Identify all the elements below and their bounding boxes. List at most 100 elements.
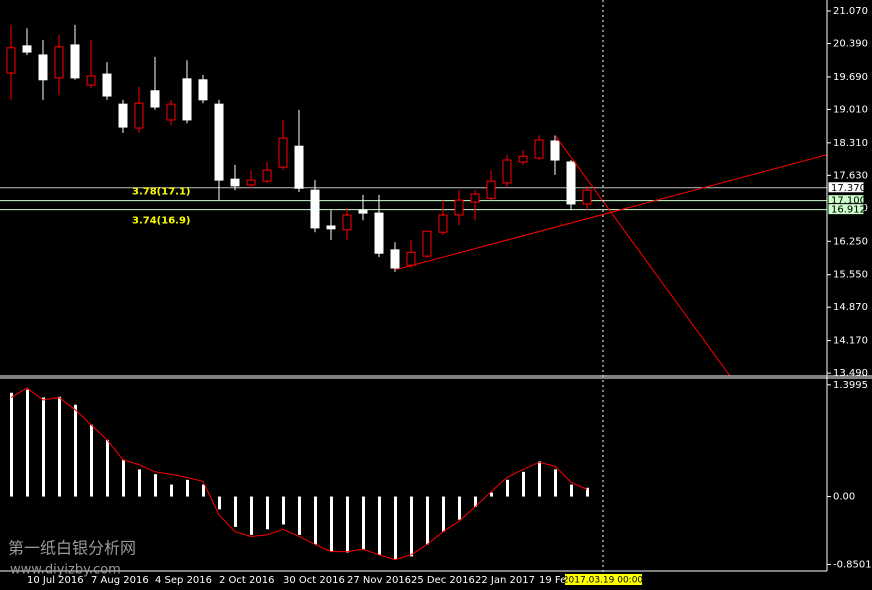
candle-body [422,230,432,257]
y-tick-label: 16.250 [833,236,868,247]
candle-body [230,178,240,187]
watermark-url: www.diyizby.com [10,563,121,578]
y-tick-label: 14.870 [833,302,868,313]
y-tick-label: 0.00 [833,492,855,503]
candle-body [262,169,272,182]
histogram-bar [298,496,301,535]
y-tick-label: 19.010 [833,104,868,115]
candle-body [438,214,448,233]
trendline [394,154,827,271]
candle-body [150,90,160,108]
histogram-bar [10,392,13,497]
histogram-bar [250,496,253,535]
histogram-bar [202,484,205,497]
candle-body [86,75,96,86]
histogram-bar [522,471,525,497]
x-tick-label: 19 Feb [539,575,573,586]
candle-body [22,45,32,53]
price-level-box [827,181,865,194]
candle-body [118,103,128,128]
candle-body [294,145,304,189]
candle-body [166,103,176,121]
candle-body [182,78,192,121]
histogram-bar [426,496,429,545]
trendline [554,134,731,376]
level-note: 3.78(17.1) [132,187,191,198]
y-tick-label: 20.390 [833,38,868,49]
candle-body [518,155,528,163]
histogram-bar [26,389,29,497]
price-level-box [827,203,865,216]
histogram-bar [474,496,477,507]
price-level-label: 17.370 [831,183,866,194]
candle-body [326,225,336,230]
candle-body [390,249,400,269]
axes: 21.070 20.390 19.690 19.010 18.310 17.630 16.9… [0,0,872,572]
x-tick-label: 30 Oct 2016 [283,575,345,586]
x-tick-label: 4 Sep 2016 [155,575,212,586]
candle-body [358,209,368,214]
histogram-bar [282,496,285,525]
histogram-bar [410,496,413,557]
candle-body [534,139,544,159]
candle-body [374,212,384,254]
level-note: 3.74(16.9) [132,216,191,227]
histogram-bar [42,397,45,497]
candle-body [406,251,416,266]
price-level-label: 17.100 [831,196,866,207]
candle-body [310,189,320,229]
histogram-bar [186,479,189,497]
candle-body [486,180,496,199]
price-panel: 3.78(17.1) 3.74(16.9) [0,24,827,376]
cursor-label: 2017.03.19 00:00 [563,576,644,586]
histogram-bar [314,496,317,545]
histogram-bar [490,492,493,497]
y-tick-label: -0.8501 [833,559,872,570]
watermark-title: 第一纸白银分析网 [8,539,136,558]
candle-body [198,79,208,101]
candle-body [38,54,48,81]
histogram-bar [138,469,141,497]
y-tick-label: 1.3995 [833,380,868,391]
cursor-label-box [565,574,642,585]
candle-body [214,103,224,181]
histogram-bar [122,459,125,497]
y-tick-label: 19.690 [833,72,868,83]
x-tick-label: 7 Aug 2016 [91,575,149,586]
histogram-bar [362,496,365,550]
histogram-bar [154,474,157,497]
indicator-panel [10,387,589,561]
y-tick-label: 21.070 [833,6,868,17]
x-tick-label: 22 Jan 2017 [475,575,535,586]
candle-body [102,73,112,97]
x-tick-label: 2 Oct 2016 [219,575,274,586]
candle-body [6,47,16,74]
histogram-bar [234,496,237,527]
histogram-bar [266,496,269,530]
candle-body [278,137,288,168]
candle-body [550,140,560,161]
y-tick-label: 15.550 [833,270,868,281]
candle-body [454,199,464,216]
histogram-bar [538,461,541,497]
x-tick-label: 10 Jul 2016 [27,575,84,586]
histogram-bar [442,496,445,532]
candle-body [70,44,80,79]
histogram-bar [106,439,109,497]
candle-body [54,46,64,79]
signal-line [10,387,588,561]
x-tick-label: 27 Nov 2016 [347,575,411,586]
candle-body [502,159,512,184]
y-tick-label: 13.490 [833,368,868,379]
y-tick-label: 17.630 [833,170,868,181]
candle-body [470,193,480,203]
candle-body [246,179,256,186]
histogram-bar [218,496,221,510]
histogram-bar [554,469,557,497]
price-level-label: 16.912 [831,205,866,216]
candle-body [566,161,576,205]
histogram-bar [506,479,509,497]
histogram-bar [58,396,61,497]
